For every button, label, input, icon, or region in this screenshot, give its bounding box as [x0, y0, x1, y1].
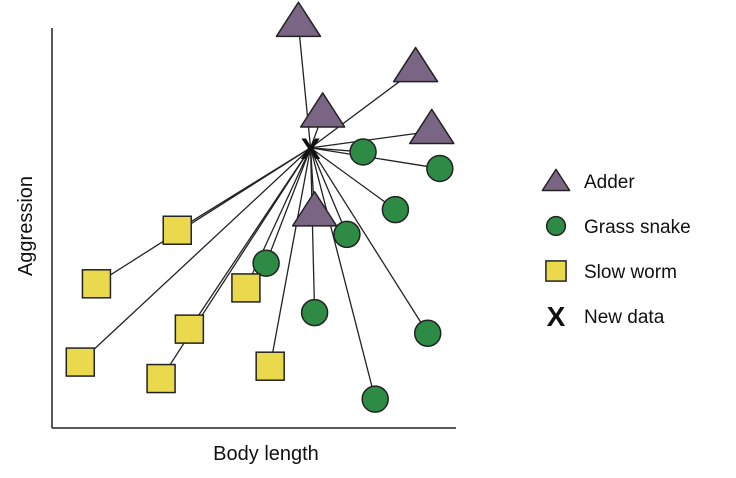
grass-snake-point — [252, 249, 280, 277]
slow-worm-point — [162, 215, 192, 245]
neighbor-line — [309, 147, 348, 235]
adder-point — [392, 46, 439, 83]
slow-worm-point — [255, 351, 285, 381]
square-icon — [545, 260, 567, 282]
slow-worm-point — [146, 363, 176, 394]
adder-point — [409, 108, 455, 145]
grass-snake-point — [300, 298, 329, 327]
grass-snake-point — [381, 195, 410, 224]
neighbor-line — [297, 24, 312, 148]
data-points — [65, 1, 455, 413]
grass-snake-point — [426, 154, 454, 183]
neighbor-line — [265, 147, 312, 264]
neighbor-line — [96, 147, 311, 285]
legend: Adder Grass snake Slow worm X New data — [541, 168, 691, 332]
axes — [51, 28, 456, 429]
neighbor-line — [310, 147, 429, 334]
legend-label: Grass snake — [584, 217, 691, 238]
slow-worm-point — [174, 314, 205, 344]
circle-icon — [545, 215, 567, 237]
new-data-point: X — [301, 133, 321, 166]
neighbor-line — [309, 147, 376, 400]
neighbor-line — [309, 147, 316, 313]
legend-label: Adder — [584, 172, 635, 193]
grass-snake-point — [349, 138, 377, 166]
x-icon: X — [547, 301, 566, 332]
neighbor-line — [79, 147, 312, 363]
triangle-icon — [541, 168, 571, 192]
adder-point — [275, 1, 322, 38]
slow-worm-point — [65, 347, 96, 377]
legend-label: Slow worm — [584, 262, 677, 283]
grass-snake-point — [413, 319, 442, 347]
neighbor-line — [310, 69, 416, 149]
grass-snake-point — [333, 220, 361, 249]
x-axis-label: Body length — [213, 443, 319, 465]
slow-worm-point — [231, 273, 261, 303]
neighbor-line — [269, 147, 312, 367]
slow-worm-point — [81, 269, 112, 299]
grass-snake-point — [361, 385, 389, 413]
y-axis-label: Aggression — [15, 176, 37, 276]
adder-point — [291, 191, 338, 227]
legend-label: New data — [584, 307, 665, 328]
neighbor-line — [160, 147, 312, 379]
adder-point — [299, 92, 346, 128]
neighbor-line — [310, 147, 396, 211]
neighbor-line — [310, 130, 432, 149]
new-data-x-mark: X — [301, 133, 321, 166]
neighbor-lines — [79, 24, 440, 400]
